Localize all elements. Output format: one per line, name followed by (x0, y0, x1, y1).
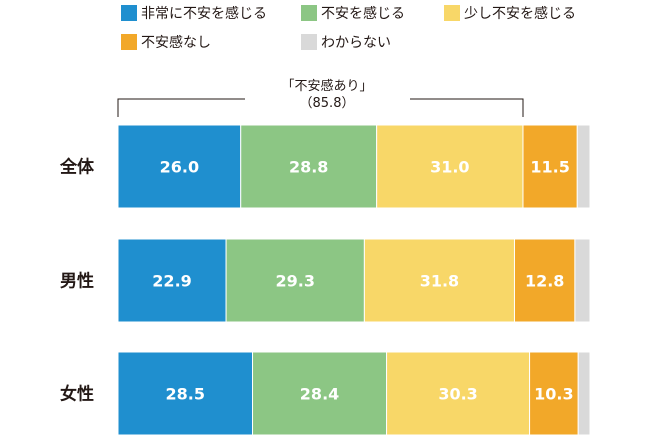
legend-label-series-0: 非常に不安を感じる (141, 5, 267, 22)
bar-row-0: 全体 26.0 28.8 31.0 11.5 (59, 124, 591, 209)
data-label-series-0: 26.0 (160, 158, 199, 177)
category-label: 全体 (59, 157, 95, 178)
legend-label-series-1: 不安を感じる (321, 5, 405, 22)
bracket-right-line (410, 98, 524, 117)
legend-swatch-series-4 (301, 34, 317, 50)
bracket-title: 「不安感あり」 (281, 78, 372, 94)
data-label-series-0: 28.5 (166, 385, 205, 404)
data-label-series-2: 31.0 (430, 158, 469, 177)
data-label-series-1: 28.4 (300, 385, 339, 404)
bar-segment-series-0 (117, 238, 227, 323)
bar-segment-series-1 (252, 351, 388, 436)
bracket-left-line (117, 98, 245, 117)
legend-swatch-series-3 (121, 34, 137, 50)
category-label: 男性 (60, 271, 94, 292)
data-label-series-1: 29.3 (275, 272, 314, 291)
legend-label-series-4: わからない (321, 35, 391, 51)
data-label-series-2: 30.3 (438, 385, 477, 404)
bars: 全体 26.0 28.8 31.0 11.5 男性 22.9 29.3 31.8 12.8 女性 28… (59, 124, 591, 436)
bracket-value: （85.8） (300, 96, 355, 111)
data-label-series-0: 22.9 (152, 272, 191, 291)
legend-swatch-series-1 (301, 5, 317, 21)
bracket-annotation: 「不安感あり」 （85.8） (117, 78, 524, 117)
bar-segment-series-2 (376, 124, 524, 209)
bar-row-2: 女性 28.5 28.4 30.3 10.3 (60, 351, 591, 436)
legend-swatch-series-0 (121, 5, 137, 21)
bar-segment-series-4 (574, 238, 591, 323)
data-label-series-3: 12.8 (525, 272, 564, 291)
bar-row-1: 男性 22.9 29.3 31.8 12.8 (60, 238, 591, 323)
category-label: 女性 (60, 384, 94, 405)
bar-segment-series-4 (576, 124, 591, 209)
bar-segment-series-1 (240, 124, 378, 209)
bar-segment-series-3 (522, 124, 578, 209)
legend-label-series-2: 少し不安を感じる (464, 5, 576, 22)
data-label-series-3: 11.5 (530, 158, 569, 177)
bar-segment-series-0 (117, 124, 242, 209)
bar-segment-series-1 (225, 238, 365, 323)
data-label-series-1: 28.8 (289, 158, 328, 177)
bar-segment-series-3 (529, 351, 579, 436)
legend-swatch-series-2 (444, 5, 460, 21)
legend-label-series-3: 不安感なし (141, 34, 211, 51)
bar-segment-series-2 (363, 238, 515, 323)
bar-segment-series-3 (513, 238, 576, 323)
bar-segment-series-4 (577, 351, 591, 436)
data-label-series-3: 10.3 (534, 385, 573, 404)
data-label-series-2: 31.8 (420, 272, 459, 291)
bar-segment-series-0 (117, 351, 254, 436)
